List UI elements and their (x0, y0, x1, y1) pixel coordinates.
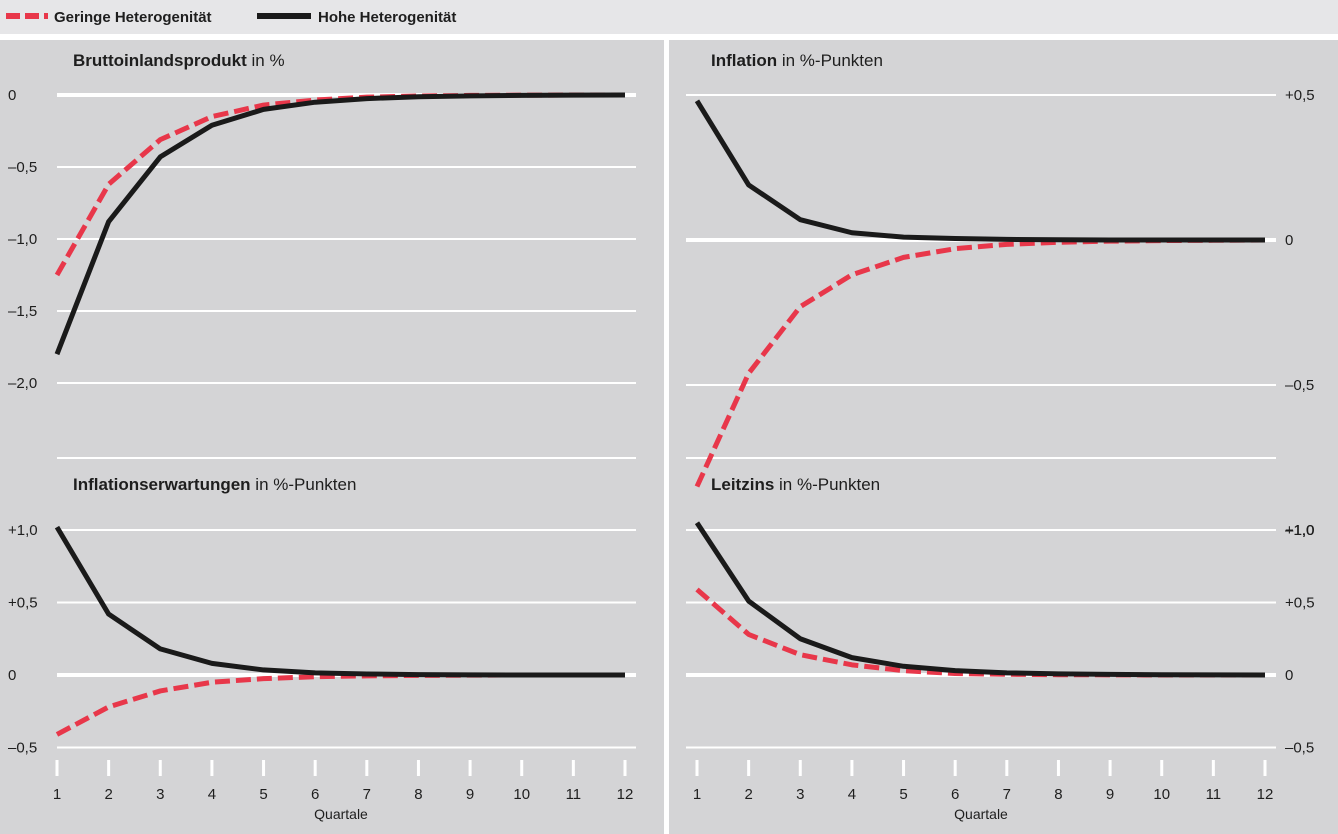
panel-title: Bruttoinlandsprodukt in % (73, 51, 285, 70)
x-tick-label: 7 (1003, 786, 1011, 803)
x-tick-label: 8 (1054, 786, 1062, 803)
x-tick-label: 11 (1206, 786, 1222, 803)
legend-label-high: Hohe Heterogenität (318, 9, 456, 26)
panel-title: Inflationserwartungen in %-Punkten (73, 475, 356, 494)
series-line-hohe (54, 525, 625, 678)
x-tick-label: 4 (848, 786, 856, 803)
y-tick-label: 0 (8, 667, 16, 684)
y-tick-label: 0 (1285, 667, 1293, 684)
x-tick-label: 2 (744, 786, 752, 803)
x-tick-label: 3 (156, 786, 164, 803)
y-tick-label: –1,0 (8, 231, 37, 248)
x-tick-label: 6 (951, 786, 959, 803)
y-tick-label: –0,5 (8, 159, 37, 176)
x-tick-label: 6 (311, 786, 319, 803)
left-column-background (0, 40, 664, 834)
panel-title: Inflation in %-Punkten (711, 51, 883, 70)
y-tick-label: +1,0 (1285, 522, 1315, 539)
panel-title-bold: Bruttoinlandsprodukt (73, 51, 247, 70)
y-tick-label: –1,0 (1285, 522, 1314, 539)
x-tick-label: 3 (796, 786, 804, 803)
panel-title-bold: Inflationserwartungen (73, 475, 251, 494)
panels: Bruttoinlandsprodukt in % 0 –0,5 –1,0 –1,5 –2… (8, 51, 1315, 822)
x-tick-label: 12 (1257, 786, 1274, 803)
panel-title-bold: Leitzins (711, 475, 774, 494)
y-tick-label: –0,5 (1285, 377, 1314, 394)
y-tick-label: 0 (1285, 232, 1293, 249)
chart-panel-3: Inflationserwartungen in %-Punkten +1,0 +0… (8, 475, 636, 822)
x-tick-label: 5 (899, 786, 907, 803)
x-tick-label: 10 (513, 786, 530, 803)
x-tick-label: 9 (1106, 786, 1114, 803)
y-tick-label: –2,0 (8, 375, 37, 392)
chart-panel-2: Inflation in %-Punkten +1,0 +0,5 0 –0,5 –1,0 (686, 51, 1315, 539)
chart-panel-4: Leitzins in %-Punkten+1,0+0,50–0,51 2 3 4 5 6… (686, 475, 1315, 822)
x-tick-label: 8 (414, 786, 422, 803)
y-tick-label: +0,5 (1285, 87, 1315, 104)
legend-label-low: Geringe Heterogenität (54, 9, 212, 26)
x-tick-label: 9 (466, 786, 474, 803)
y-tick-label: +0,5 (1285, 595, 1315, 612)
x-tick-label: 12 (617, 786, 634, 803)
y-tick-label: +0,5 (8, 595, 38, 612)
x-tick-label: 1 (693, 786, 701, 803)
y-tick-label: –0,5 (8, 740, 37, 757)
y-tick-label: +1,0 (8, 522, 38, 539)
x-tick-label: 11 (566, 786, 582, 803)
panel-title-unit: in %-Punkten (774, 475, 880, 494)
x-tick-label: 2 (104, 786, 112, 803)
y-tick-label: –0,5 (1285, 740, 1314, 757)
panel-title-unit: in % (247, 51, 285, 70)
x-tick-label: 1 (53, 786, 61, 803)
x-axis-label: Quartale (954, 806, 1008, 822)
x-axis-label: Quartale (314, 806, 368, 822)
x-tick-label: 4 (208, 786, 216, 803)
panel-title: Leitzins in %-Punkten (711, 475, 880, 494)
panel-title-unit: in %-Punkten (251, 475, 357, 494)
x-tick-label: 10 (1153, 786, 1170, 803)
series-line-hohe (54, 92, 626, 356)
right-column-background (669, 40, 1338, 834)
panel-title-unit: in %-Punkten (777, 51, 883, 70)
y-tick-label: –1,5 (8, 303, 37, 320)
chart-panel-1: Bruttoinlandsprodukt in % 0 –0,5 –1,0 –1,5 –2… (8, 51, 636, 459)
series-line-hohe (694, 521, 1266, 678)
x-tick-label: 5 (259, 786, 267, 803)
x-tick-label: 7 (363, 786, 371, 803)
series-line-hohe (694, 99, 1265, 243)
y-tick-label: 0 (8, 87, 16, 104)
legend-background (0, 0, 1338, 34)
panel-title-bold: Inflation (711, 51, 777, 70)
legend: Geringe Heterogenität Hohe Heterogenität (0, 0, 1338, 34)
